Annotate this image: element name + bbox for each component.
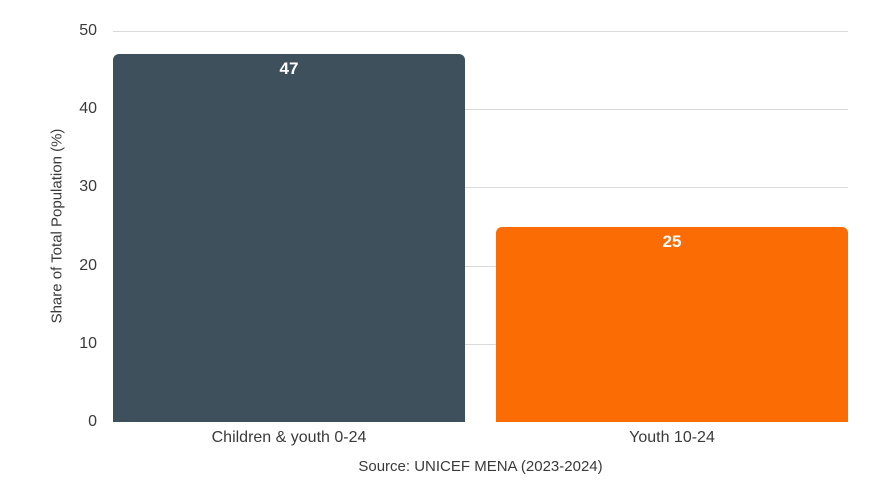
gridline: [113, 31, 848, 32]
x-tick-label: Children & youth 0-24: [211, 429, 367, 446]
gridline: [113, 265, 848, 267]
y-tick-label: 20: [79, 256, 97, 274]
bar: 25: [496, 226, 848, 422]
x-axis-ticks: Children & youth 0-24 Youth 10-24: [113, 429, 848, 451]
x-tick-label: Youth 10-24: [629, 429, 715, 446]
y-tick-label: 0: [88, 413, 97, 430]
plot-area: 47 25: [113, 31, 848, 422]
y-tick-label: 50: [79, 22, 97, 39]
bar-value-label: 47: [279, 59, 299, 79]
source-caption: Source: UNICEF MENA (2023-2024): [358, 458, 603, 475]
gridline: [113, 109, 848, 111]
bar-value-label: 25: [662, 231, 682, 251]
y-tick-label: 30: [79, 178, 97, 196]
gridline: [113, 343, 848, 345]
y-axis-ticks: 0 10 20 30 40 50: [0, 0, 97, 499]
bar: 47: [113, 54, 465, 422]
y-tick-label: 10: [79, 334, 97, 352]
gridline: [113, 187, 848, 189]
y-tick-label: 40: [79, 100, 97, 118]
